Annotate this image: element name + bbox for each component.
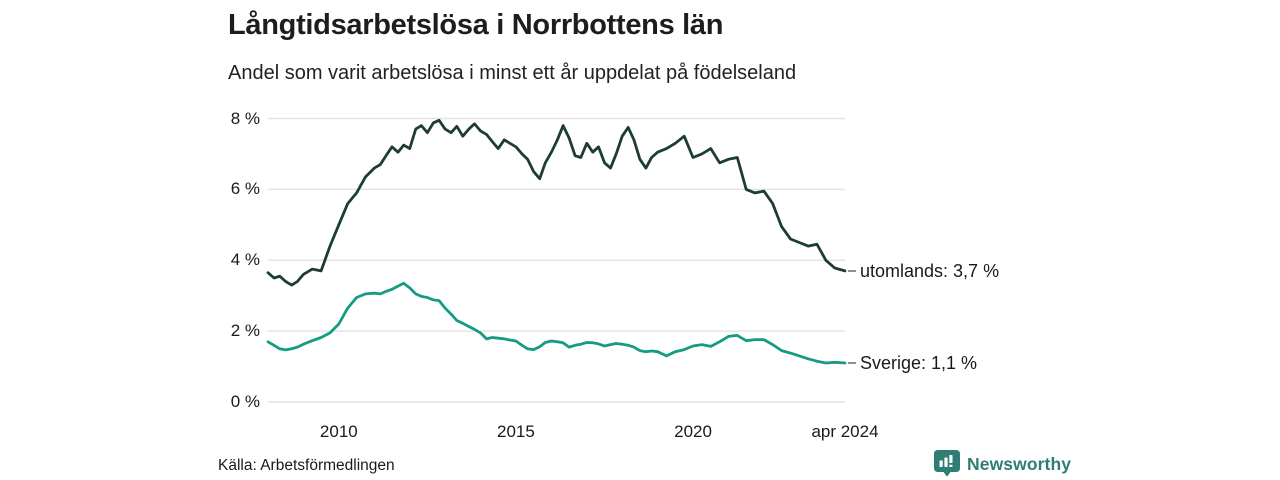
chart-title: Långtidsarbetslösa i Norrbottens län [228, 9, 724, 41]
series-label-utomlands: utomlands: 3,7 % [860, 260, 1000, 281]
series-line-sverige [266, 281, 847, 365]
source-attribution: Källa: Arbetsförmedlingen [218, 457, 395, 474]
y-tick-label: 6 % [230, 179, 260, 199]
series-line-utomlands [266, 118, 847, 287]
sverige-connector-dash [848, 362, 856, 365]
y-tick-label: 4 % [230, 250, 260, 270]
chart-subtitle: Andel som varit arbetslösa i minst ett å… [228, 62, 797, 84]
x-tick-label: apr 2024 [811, 422, 879, 441]
y-tick-label: 2 % [230, 321, 260, 341]
x-tick-label: 2010 [319, 422, 358, 441]
x-tick-label: 2015 [497, 422, 535, 441]
newsworthy-brand-text: Newsworthy [967, 453, 1072, 474]
y-tick-label: 0 % [230, 392, 260, 411]
utomlands-connector-dash [848, 269, 856, 272]
series-label-sverige: Sverige: 1,1 % [860, 353, 978, 374]
y-tick-label: 8 % [230, 108, 260, 128]
newsworthy-brand-link[interactable]: Newsworthy [934, 450, 1071, 478]
x-tick-label: 2020 [674, 422, 712, 441]
newsworthy-logo-icon [934, 450, 960, 477]
